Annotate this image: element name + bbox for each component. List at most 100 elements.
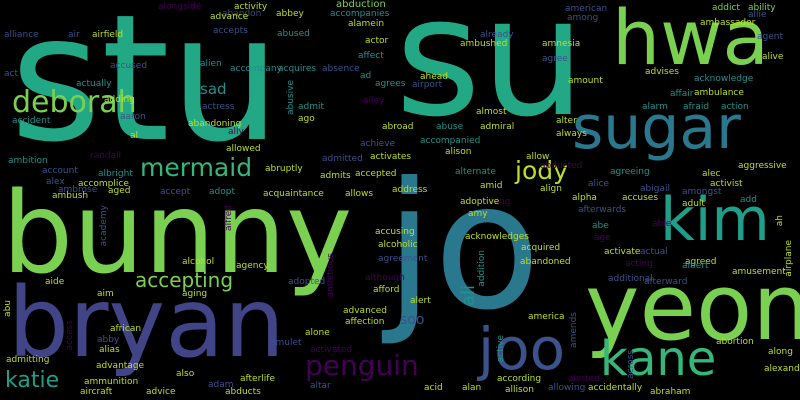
cloud-word: abandoning <box>188 119 242 129</box>
cloud-word: alternate <box>455 167 496 177</box>
cloud-word: actually <box>76 79 112 89</box>
cloud-word: aang <box>488 197 511 207</box>
cloud-word: alliance <box>4 30 39 40</box>
cloud-word: academy <box>99 205 109 247</box>
cloud-word: align <box>540 184 562 194</box>
cloud-word: acquires <box>278 64 317 74</box>
cloud-word: katie <box>5 368 60 393</box>
cloud-word: alec <box>702 169 721 179</box>
cloud-word: albright <box>98 169 133 179</box>
cloud-word: ad <box>360 71 372 81</box>
cloud-word: accompanied <box>420 136 481 146</box>
cloud-word: abigail <box>640 184 670 194</box>
cloud-word: air <box>68 30 80 40</box>
cloud-word: according <box>497 374 542 384</box>
cloud-word: actress <box>202 102 235 112</box>
cloud-word: abu <box>3 300 13 317</box>
cloud-word: stu <box>10 0 281 181</box>
cloud-word: alexander <box>764 364 800 374</box>
cloud-word: accept <box>160 187 191 197</box>
cloud-word: yeon <box>585 254 800 361</box>
cloud-word: afterlife <box>240 374 275 384</box>
cloud-word: abbey <box>276 9 304 19</box>
cloud-word: abducted <box>540 161 583 171</box>
cloud-word: amid <box>480 181 503 191</box>
cloud-word: african <box>110 324 142 334</box>
cloud-word: afterward <box>644 277 688 287</box>
cloud-word: amy <box>468 209 488 219</box>
cloud-word: adult <box>682 199 705 209</box>
cloud-word: alfred <box>224 205 234 231</box>
cloud-word: allison <box>505 385 534 395</box>
cloud-word: acting <box>625 259 653 269</box>
cloud-word: deborah <box>12 85 137 120</box>
cloud-word: actor <box>365 36 389 46</box>
cloud-word: sad <box>200 80 227 98</box>
cloud-word: abby <box>97 335 120 345</box>
cloud-word: activated <box>310 345 353 355</box>
cloud-word: agree <box>542 54 568 64</box>
cloud-word: almost <box>476 107 507 117</box>
cloud-word: aging <box>182 289 208 299</box>
cloud-word: su <box>395 0 586 153</box>
cloud-word: agent <box>757 32 783 42</box>
cloud-word: afterwards <box>578 205 627 215</box>
cloud-word: allowing <box>548 383 586 393</box>
cloud-word: achieve <box>360 139 396 149</box>
cloud-word: airport <box>412 80 443 90</box>
cloud-word: aged <box>108 186 131 196</box>
cloud-word: allow <box>526 152 550 162</box>
cloud-word: ago <box>298 114 315 124</box>
cloud-word: jo <box>385 146 541 349</box>
cloud-word: alan <box>462 383 482 393</box>
cloud-word: ammunition <box>84 377 139 387</box>
cloud-word: ali <box>458 285 479 307</box>
cloud-word: active <box>496 335 506 363</box>
cloud-word: additional <box>608 274 653 284</box>
cloud-word: amulet <box>270 338 302 348</box>
cloud-word: aircraft <box>80 387 113 397</box>
cloud-word: abused <box>277 29 310 39</box>
cloud-word: agreement <box>378 254 428 264</box>
cloud-word: affair <box>670 89 694 99</box>
cloud-word: abortion <box>716 337 754 347</box>
cloud-word: actual <box>640 247 668 257</box>
cloud-word: hwa <box>612 0 769 82</box>
cloud-word: bryan <box>8 267 285 379</box>
cloud-word: accepting <box>135 268 234 292</box>
cloud-word: adoptive <box>460 197 500 207</box>
cloud-word: amongst <box>682 187 722 197</box>
cloud-word: allowed <box>226 144 261 154</box>
cloud-word: alex <box>46 177 65 187</box>
cloud-word: ambassador <box>700 18 756 28</box>
cloud-word: abandon <box>222 9 262 19</box>
cloud-word: randall <box>90 151 122 161</box>
cloud-word: allows <box>345 189 374 199</box>
cloud-word: jody <box>515 156 568 185</box>
cloud-word: ambition <box>8 156 48 166</box>
cloud-word: joo <box>478 315 566 383</box>
cloud-word: although <box>365 273 405 283</box>
cloud-word: activates <box>370 152 412 162</box>
cloud-word: also <box>176 369 195 379</box>
cloud-word: agency <box>236 261 269 271</box>
cloud-word: age <box>594 233 611 243</box>
cloud-word: abruptly <box>265 164 303 174</box>
cloud-word: adam <box>208 380 234 390</box>
cloud-word: advanced <box>343 306 387 316</box>
cloud-word: adopted <box>288 277 326 287</box>
cloud-word: activity <box>234 2 268 12</box>
cloud-word: alcohol <box>182 257 215 267</box>
cloud-word: ah <box>775 215 785 227</box>
cloud-word: advises <box>645 67 679 77</box>
cloud-word: absence <box>322 64 360 74</box>
cloud-word: soo <box>400 312 425 328</box>
cloud-word: accuses <box>622 193 659 203</box>
cloud-word: among <box>567 13 599 23</box>
cloud-word: accusing <box>375 227 415 237</box>
cloud-word: america <box>528 312 565 322</box>
cloud-word: addition <box>477 250 487 287</box>
cloud-word: ambrose <box>58 185 98 195</box>
cloud-word: airplane <box>784 240 794 277</box>
